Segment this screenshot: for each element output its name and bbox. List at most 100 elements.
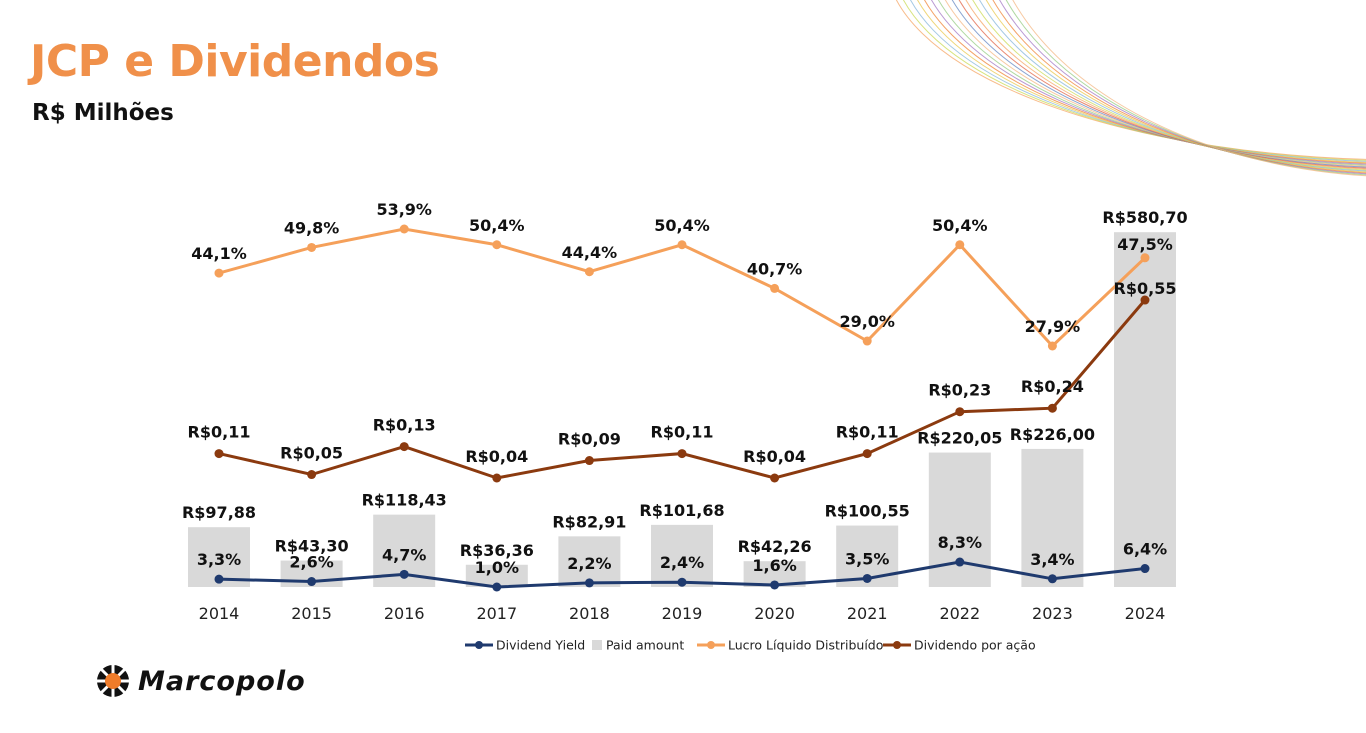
legend-swatch bbox=[592, 640, 602, 650]
data-label: 29,0% bbox=[839, 312, 895, 331]
bar-paid-amount bbox=[1021, 448, 1084, 587]
decorative-arc bbox=[938, 0, 1366, 166]
data-label: 47,5% bbox=[1117, 235, 1173, 254]
data-label: R$0,13 bbox=[373, 416, 436, 435]
data-point bbox=[214, 574, 224, 584]
decorative-arcs bbox=[896, 0, 1366, 177]
bar-label: R$82,91 bbox=[552, 512, 626, 531]
data-point bbox=[862, 449, 872, 459]
bar-label: R$100,55 bbox=[825, 502, 910, 521]
data-point bbox=[770, 283, 780, 293]
data-point bbox=[1047, 341, 1057, 351]
x-tick-label: 2023 bbox=[1032, 604, 1073, 623]
data-label: R$0,04 bbox=[743, 447, 806, 466]
bar-paid-amount bbox=[651, 524, 713, 587]
data-point bbox=[955, 557, 965, 567]
data-label: 50,4% bbox=[469, 216, 525, 235]
data-label: R$0,09 bbox=[558, 430, 621, 449]
data-point bbox=[399, 569, 409, 579]
x-tick-label: 2014 bbox=[199, 604, 240, 623]
data-label: 1,0% bbox=[475, 558, 519, 577]
data-point bbox=[214, 449, 224, 459]
bar-label: R$36,36 bbox=[460, 541, 534, 560]
legend-label: Dividendo por ação bbox=[914, 638, 1036, 653]
bar-paid-amount bbox=[1114, 232, 1176, 587]
bar-label: R$118,43 bbox=[362, 491, 447, 510]
legend-marker bbox=[893, 641, 901, 649]
data-label: R$0,55 bbox=[1114, 279, 1177, 298]
data-label: 27,9% bbox=[1025, 317, 1081, 336]
x-tick-label: 2020 bbox=[754, 604, 795, 623]
data-point bbox=[399, 224, 409, 234]
data-point bbox=[1140, 295, 1150, 305]
bar-label: R$226,00 bbox=[1010, 425, 1095, 444]
x-tick-label: 2021 bbox=[847, 604, 888, 623]
data-label: R$0,23 bbox=[928, 381, 991, 400]
legend-marker bbox=[475, 641, 483, 649]
data-point bbox=[307, 242, 317, 252]
data-label: R$0,05 bbox=[280, 444, 343, 463]
data-label: 2,6% bbox=[289, 553, 333, 572]
data-point bbox=[955, 240, 965, 250]
bar-paid-amount bbox=[465, 564, 528, 587]
x-tick-label: 2018 bbox=[569, 604, 610, 623]
data-point bbox=[1140, 253, 1150, 263]
data-label: 53,9% bbox=[376, 200, 432, 219]
data-label: 6,4% bbox=[1123, 540, 1167, 559]
data-label: 8,3% bbox=[938, 533, 982, 552]
data-point bbox=[399, 442, 409, 452]
data-label: 49,8% bbox=[284, 218, 340, 237]
bar-label: R$43,30 bbox=[275, 537, 349, 556]
data-point bbox=[677, 240, 687, 250]
decorative-arc bbox=[999, 0, 1366, 175]
data-point bbox=[307, 470, 317, 480]
data-point bbox=[1140, 564, 1150, 574]
data-label: 50,4% bbox=[932, 216, 988, 235]
data-point bbox=[862, 336, 872, 346]
decorative-arc bbox=[917, 0, 1366, 163]
data-point bbox=[677, 449, 687, 459]
bar-label: R$97,88 bbox=[182, 503, 256, 522]
logo-text: Marcopolo bbox=[138, 665, 306, 697]
logo-icon bbox=[97, 665, 129, 697]
data-point bbox=[214, 268, 224, 278]
data-point bbox=[584, 456, 594, 466]
data-label: 50,4% bbox=[654, 216, 710, 235]
bar-label: R$101,68 bbox=[639, 501, 724, 520]
legend-label: Paid amount bbox=[606, 638, 684, 653]
legend-label: Lucro Líquido Distribuído bbox=[728, 638, 883, 653]
data-label: 44,4% bbox=[562, 243, 618, 262]
data-label: R$0,04 bbox=[465, 447, 528, 466]
data-point bbox=[770, 580, 780, 590]
data-label: R$0,11 bbox=[651, 423, 714, 442]
x-tick-label: 2019 bbox=[662, 604, 703, 623]
x-tick-label: 2015 bbox=[291, 604, 332, 623]
data-label: R$0,11 bbox=[836, 423, 899, 442]
decorative-arc bbox=[972, 0, 1366, 171]
data-label: 3,4% bbox=[1030, 550, 1074, 569]
data-point bbox=[584, 267, 594, 277]
data-point bbox=[492, 473, 502, 483]
bar-label: R$220,05 bbox=[917, 429, 1002, 448]
decorative-arc bbox=[944, 0, 1366, 167]
marcopolo-logo: Marcopolo bbox=[96, 664, 306, 698]
bar-label: R$42,26 bbox=[738, 537, 812, 556]
data-point bbox=[677, 577, 687, 587]
data-point bbox=[1047, 574, 1057, 584]
data-point bbox=[584, 578, 594, 588]
data-point bbox=[492, 582, 502, 592]
data-label: 1,6% bbox=[752, 556, 796, 575]
data-point bbox=[955, 407, 965, 417]
page-title: JCP e Dividendos bbox=[30, 36, 440, 87]
data-label: R$0,11 bbox=[188, 423, 251, 442]
x-tick-label: 2016 bbox=[384, 604, 425, 623]
decorative-arc bbox=[896, 0, 1366, 160]
decorative-arc bbox=[965, 0, 1366, 170]
page-subtitle: R$ Milhões bbox=[32, 100, 174, 126]
data-label: 2,2% bbox=[567, 554, 611, 573]
x-tick-label: 2017 bbox=[476, 604, 517, 623]
data-label: 40,7% bbox=[747, 259, 803, 278]
legend-label: Dividend Yield bbox=[496, 638, 585, 653]
data-label: 44,1% bbox=[191, 244, 247, 263]
